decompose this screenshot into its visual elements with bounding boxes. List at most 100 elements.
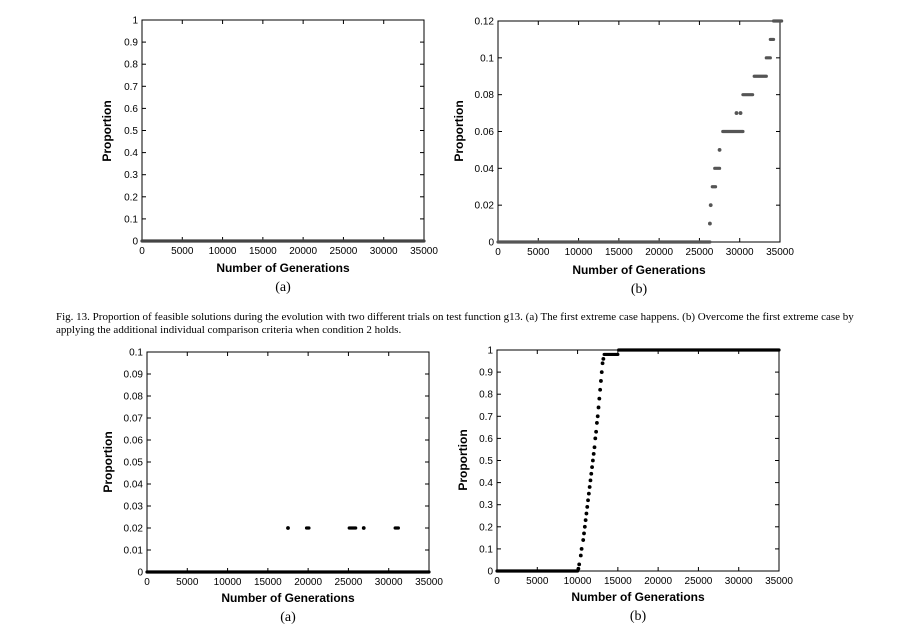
data-point [586,491,591,496]
y-tick-label: 0.2 [124,192,138,203]
y-tick-label: 0.04 [124,480,144,491]
y-tick-label: 0.06 [475,127,495,138]
y-axis-label: Proportion [100,100,114,161]
x-tick-label: 5000 [526,576,549,587]
x-tick-label: 0 [495,247,501,258]
x-tick-label: 5000 [527,247,550,258]
data-point [590,465,594,470]
y-tick-label: 0.4 [124,148,138,159]
data-point [601,356,606,361]
x-axis-label: Number of Generations [572,263,706,277]
data-point [599,379,603,383]
x-tick-label: 20000 [645,247,673,258]
data-point [598,387,603,392]
x-axis-label: Number of Generations [216,261,350,275]
y-tick-label: 0 [488,238,494,249]
x-tick-label: 35000 [766,247,794,258]
subfigure-label: (a) [280,610,296,625]
y-tick-label: 0 [132,237,138,248]
y-tick-label: 0 [137,568,143,579]
data-point [595,421,599,425]
y-tick-label: 0.9 [479,368,493,379]
x-tick-label: 20000 [644,576,672,587]
x-tick-label: 35000 [415,577,443,588]
x-axis-label: Number of Generations [221,591,355,605]
y-tick-label: 0.05 [124,458,144,469]
x-tick-label: 5000 [171,246,194,257]
y-tick-label: 0.08 [124,392,144,403]
x-tick-label: 30000 [375,577,403,588]
y-tick-label: 0.4 [479,478,493,489]
plot-frame [141,19,425,242]
x-tick-label: 10000 [209,246,237,257]
data-point [592,445,597,450]
y-tick-label: 0.02 [124,524,144,535]
data-point [734,111,739,115]
subfigure-label: (b) [631,282,648,297]
y-tick-label: 0 [487,567,493,578]
y-tick-label: 1 [132,16,138,27]
y-tick-label: 0.7 [479,412,493,423]
plot-frame [496,349,780,572]
x-tick-label: 10000 [564,576,592,587]
x-tick-label: 15000 [249,246,277,257]
data-point [590,458,595,463]
y-tick-label: 0.06 [124,436,144,447]
x-tick-label: 15000 [254,577,282,588]
x-tick-label: 5000 [176,577,199,588]
x-tick-label: 15000 [604,576,632,587]
data-point [738,111,743,115]
data-point [583,518,588,523]
y-tick-label: 0.6 [479,434,493,445]
x-tick-label: 0 [494,576,500,587]
x-tick-label: 30000 [370,246,398,257]
figure-caption: Fig. 13. Proportion of feasible solution… [56,311,854,336]
x-tick-label: 20000 [294,577,322,588]
subfigure-label: (a) [275,280,291,295]
x-tick-label: 10000 [565,247,593,258]
x-tick-label: 25000 [330,246,358,257]
data-point [596,405,601,410]
y-axis-label: Proportion [456,429,470,490]
chart-top-right: 0 0.02 0.04 0.06 0.08 0.1 0.12 0 5000 10000 15000 2… [452,17,794,298]
y-tick-label: 0.1 [480,53,494,64]
y-tick-label: 0.09 [124,370,144,381]
data-point [286,526,290,530]
x-tick-label: 20000 [289,246,317,257]
y-tick-label: 0.07 [124,414,144,425]
x-tick-label: 0 [144,577,150,588]
data-point [579,547,584,551]
plot-frame [146,351,430,573]
x-tick-label: 10000 [214,577,242,588]
data-point [588,478,593,483]
data-point [587,485,592,489]
y-tick-label: 0.9 [124,38,138,49]
data-point [708,203,713,208]
y-tick-label: 0.08 [475,90,495,101]
data-point [576,566,581,571]
data-point [594,429,599,434]
data-point [582,531,586,536]
y-tick-label: 0.3 [124,170,138,181]
subfigure-label: (b) [630,609,647,624]
x-tick-label: 35000 [410,246,438,257]
y-tick-label: 0.03 [124,502,144,513]
data-point [597,396,602,401]
y-tick-label: 0.8 [479,390,493,401]
y-tick-label: 0.5 [479,456,493,467]
data-point [584,511,589,516]
data-point [586,498,590,503]
x-tick-label: 25000 [686,247,714,258]
data-point [599,370,604,374]
x-tick-label: 25000 [335,577,363,588]
y-tick-label: 0.04 [475,164,495,175]
x-axis-label: Number of Generations [571,590,705,604]
data-point [595,414,600,419]
data-point [578,553,583,558]
x-tick-label: 0 [139,246,145,257]
data-point [717,148,722,152]
y-tick-label: 0.1 [129,348,143,359]
chart-bottom-right: 0 0.1 0.2 0.3 0.4 0.5 0.6 0.7 0.8 0.9 1 0 5000 10000 1… [456,346,793,625]
x-tick-label: 30000 [726,247,754,258]
